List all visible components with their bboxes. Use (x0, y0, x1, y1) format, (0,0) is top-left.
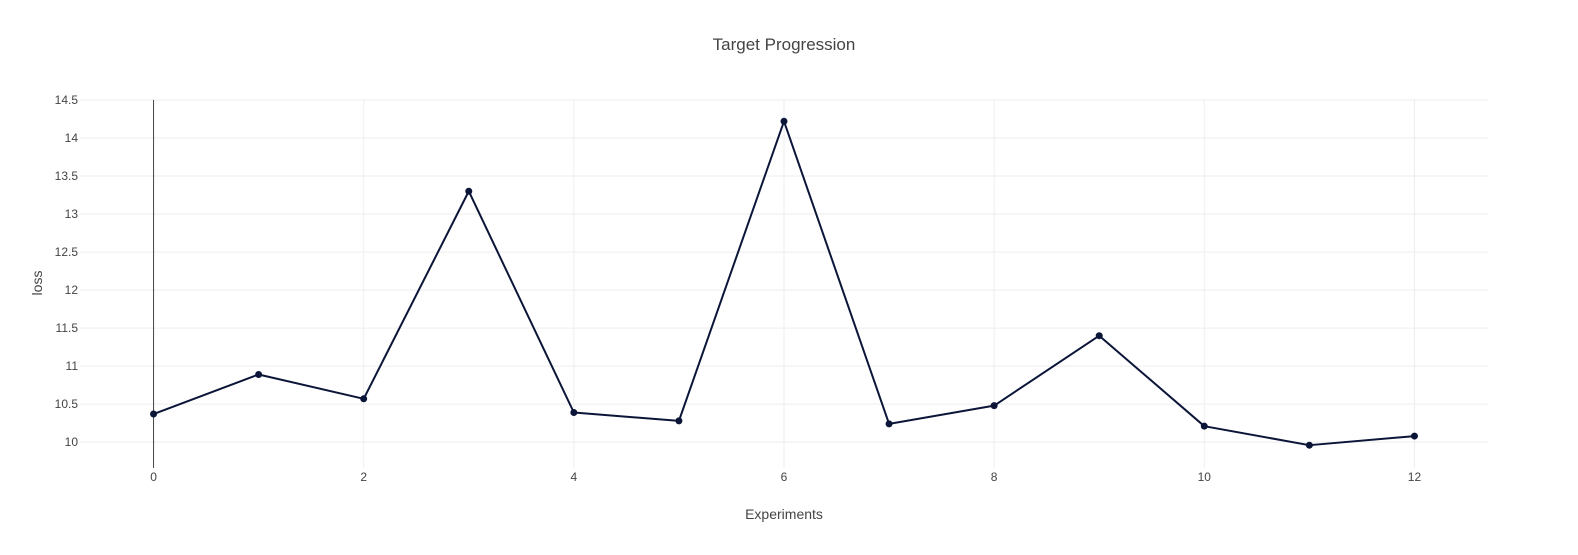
grid (80, 99, 1488, 468)
y-axis-title: loss (29, 271, 45, 296)
data-point (1200, 422, 1208, 430)
x-tick-label: 0 (150, 470, 157, 484)
x-tick-label: 10 (1198, 470, 1212, 484)
x-axis-title: Experiments (745, 506, 823, 522)
y-tick-label: 11 (66, 359, 79, 373)
data-point (885, 420, 893, 428)
series-layer (150, 117, 1418, 449)
x-tick-label: 6 (781, 470, 788, 484)
data-point (675, 417, 683, 425)
y-tick-label: 13 (65, 207, 79, 221)
data-point (465, 187, 473, 195)
x-tick-label: 12 (1408, 470, 1422, 484)
data-point (990, 402, 998, 410)
y-tick-label: 14 (65, 131, 79, 145)
x-tick-label: 8 (991, 470, 998, 484)
y-tick-label: 14.5 (55, 93, 79, 107)
y-tick-label: 10.5 (55, 397, 79, 411)
y-tick-label: 12 (65, 283, 79, 297)
y-tick-label: 12.5 (55, 245, 79, 259)
data-point (360, 395, 368, 403)
y-tick-label: 11.5 (56, 321, 79, 335)
data-point (150, 410, 158, 418)
data-point (1410, 432, 1418, 440)
y-tick-label: 13.5 (55, 169, 79, 183)
chart-title: Target Progression (713, 35, 856, 54)
data-point (1305, 441, 1313, 449)
y-tick-label: 10 (65, 435, 79, 449)
data-point (780, 117, 788, 125)
data-point (1095, 332, 1103, 340)
data-point (255, 370, 263, 378)
tick-labels: 0 2 4 6 8 10 12 10 10.5 11 11.5 12 12.5 13 13.5 14 14.5 (55, 93, 1422, 484)
data-point (570, 408, 578, 416)
x-tick-label: 2 (360, 470, 367, 484)
x-tick-label: 4 (571, 470, 578, 484)
